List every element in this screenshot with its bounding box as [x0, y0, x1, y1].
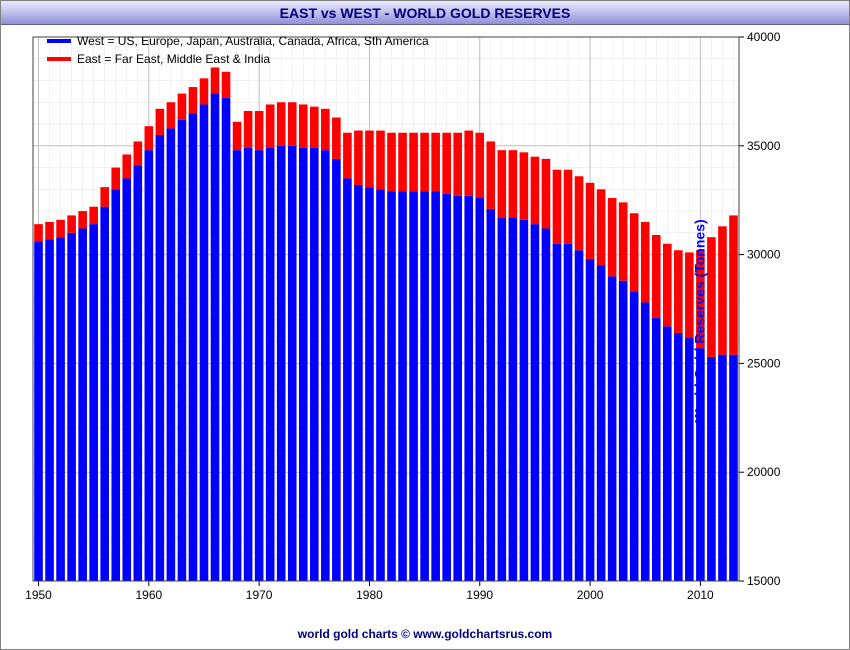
svg-text:25000: 25000 — [747, 356, 781, 370]
legend-row-west: West = US, Europe, Japan, Australia, Can… — [47, 33, 429, 49]
chart-container: EAST vs WEST - WORLD GOLD RESERVES 15000… — [0, 0, 850, 650]
legend-row-east: East = Far East, Middle East & India — [47, 51, 429, 67]
svg-text:1950: 1950 — [25, 588, 52, 602]
title-bar: EAST vs WEST - WORLD GOLD RESERVES — [1, 1, 849, 25]
svg-text:30000: 30000 — [747, 248, 781, 262]
svg-text:1960: 1960 — [135, 588, 162, 602]
svg-text:1990: 1990 — [466, 588, 493, 602]
chart-title: EAST vs WEST - WORLD GOLD RESERVES — [280, 5, 571, 21]
svg-text:40000: 40000 — [747, 31, 781, 44]
legend: West = US, Europe, Japan, Australia, Can… — [47, 33, 429, 69]
svg-text:20000: 20000 — [747, 465, 781, 479]
legend-label-east: East = Far East, Middle East & India — [77, 51, 270, 67]
plot-area: 15000 20000 25000 30000 35000 40000 1950 1960 19… — [21, 31, 791, 611]
legend-label-west: West = US, Europe, Japan, Australia, Can… — [77, 33, 429, 49]
svg-text:2000: 2000 — [577, 588, 604, 602]
svg-text:35000: 35000 — [747, 139, 781, 153]
chart-svg: 15000 20000 25000 30000 35000 40000 1950 1960 19… — [21, 31, 791, 611]
legend-swatch-east — [47, 57, 71, 61]
y-axis-label: World Gold Reserves (Tonnes) — [691, 219, 707, 422]
svg-text:15000: 15000 — [747, 574, 781, 588]
svg-text:1970: 1970 — [246, 588, 273, 602]
svg-text:1980: 1980 — [356, 588, 383, 602]
credit-text: world gold charts © www.goldchartsrus.co… — [298, 627, 552, 641]
svg-text:2010: 2010 — [687, 588, 714, 602]
legend-swatch-west — [47, 39, 71, 43]
